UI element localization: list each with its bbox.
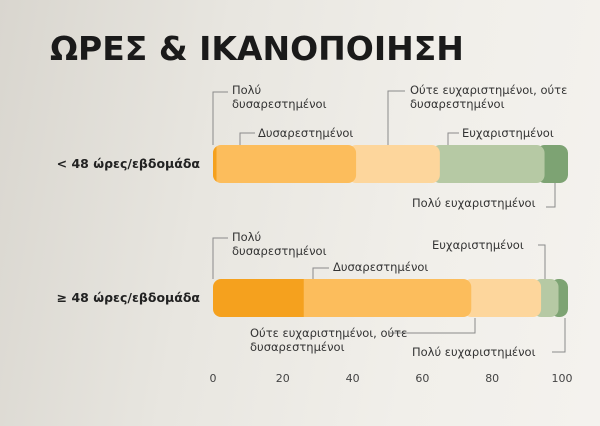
chart-title: ΩΡΕΣ & ΙΚΑΝΟΠΟΙΗΣΗ — [50, 29, 464, 68]
callout-line — [447, 132, 459, 145]
segment-label: Δυσαρεστημένοι — [333, 260, 429, 274]
segment-label: Ευχαριστημένοι — [462, 126, 554, 140]
x-tick-label: 0 — [210, 372, 217, 385]
callout-line — [538, 244, 546, 279]
bar-group — [213, 145, 568, 183]
callout-line — [212, 91, 228, 145]
x-tick-label: 20 — [276, 372, 290, 385]
bar-segment — [295, 279, 472, 317]
segment-label: Ευχαριστημένοι — [432, 238, 524, 252]
x-tick-label: 80 — [485, 372, 499, 385]
bar-segment — [213, 145, 357, 183]
bar-segment — [348, 145, 440, 183]
callout-line — [546, 183, 556, 208]
callout-line — [239, 132, 255, 145]
callout-line — [312, 267, 329, 279]
bar-segment — [213, 145, 217, 183]
callout-line — [212, 237, 228, 279]
segment-label: Πολύ ευχαριστημένοι — [412, 196, 536, 210]
callout-line — [387, 90, 405, 145]
bar-segment — [431, 145, 545, 183]
segment-label: Δυσαρεστημένοι — [258, 126, 354, 140]
segment-label: Ούτε ευχαριστημένοι, ούτε δυσαρεστημένοι — [410, 83, 568, 111]
x-tick-label: 40 — [346, 372, 360, 385]
segment-label: Πολύ δυσαρεστημένοι — [232, 83, 327, 111]
bar-group — [213, 279, 568, 317]
segment-label: Πολύ δυσαρεστημένοι — [232, 230, 327, 258]
bar-segment — [213, 279, 304, 317]
x-tick-label: 60 — [415, 372, 429, 385]
segment-label: Ούτε ευχαριστημένοι, ούτε δυσαρεστημένοι — [250, 326, 408, 354]
bar-segment — [463, 279, 542, 317]
x-tick-label: 100 — [552, 372, 573, 385]
category-label: < 48 ώρες/εβδομάδα — [57, 156, 201, 171]
category-label: ≥ 48 ώρες/εβδομάδα — [57, 290, 201, 305]
segment-label: Πολύ ευχαριστημένοι — [412, 345, 536, 359]
callout-line — [390, 318, 476, 334]
callout-line — [552, 318, 566, 353]
